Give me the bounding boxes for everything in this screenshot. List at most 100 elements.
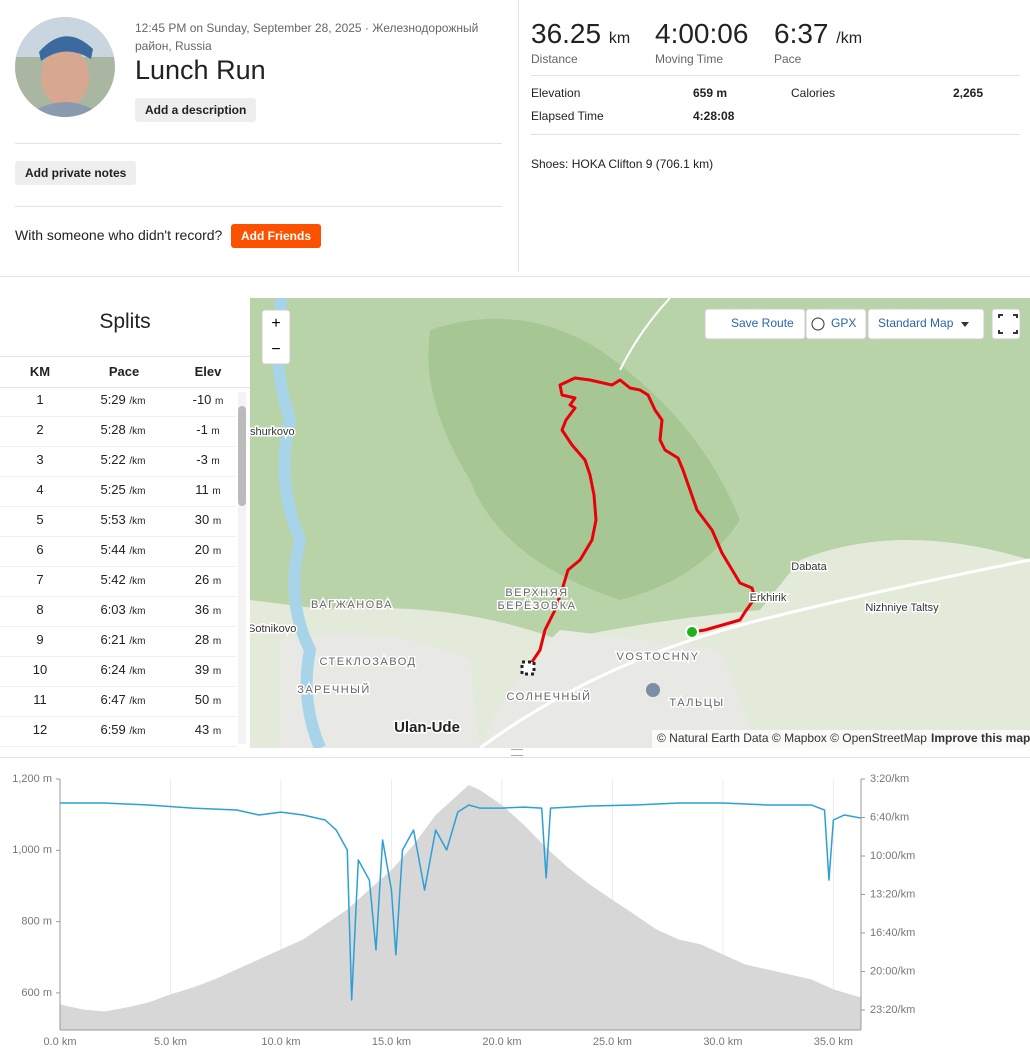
split-elev-value: 20 <box>194 542 210 557</box>
splits-panel: Splits KM Pace Elev 1 5:29 /km -10 m 2 5:28 /km… <box>0 298 250 748</box>
map-label: Dabata <box>791 561 827 573</box>
map-label: СОЛНЕЧНЫЙ <box>506 690 591 703</box>
x-tick-label: 25.0 km <box>593 1036 632 1048</box>
x-tick-label: 20.0 km <box>482 1036 521 1048</box>
split-pace-unit: /km <box>129 636 146 647</box>
y2-tick-label: 6:40/km <box>870 811 909 823</box>
map-style-select[interactable] <box>867 308 985 340</box>
split-pace-unit: /km <box>129 426 146 437</box>
split-km: 4 <box>36 482 44 497</box>
shoes: Shoes: HOKA Clifton 9 (706.1 km) <box>531 157 714 171</box>
split-pace: 5:22 /km <box>78 452 168 467</box>
gpx-label[interactable]: GPX <box>831 316 856 330</box>
split-pace-unit: /km <box>129 726 146 737</box>
private-notes-button[interactable]: Add private notes <box>15 161 137 185</box>
split-pace-value: 6:03 <box>100 602 126 617</box>
zoom-out[interactable]: − <box>271 341 280 358</box>
split-pace-value: 6:47 <box>100 692 126 707</box>
split-pace-value: 5:25 <box>100 482 126 497</box>
split-pace-unit: /km <box>129 666 146 677</box>
gpx-button[interactable] <box>805 308 867 340</box>
x-tick-label: 10.0 km <box>261 1036 300 1048</box>
x-tick-label: 30.0 km <box>703 1036 742 1048</box>
split-elev: 20 m <box>163 542 250 557</box>
split-km: 1 <box>36 392 44 407</box>
add-description-button[interactable]: Add a description <box>135 98 257 122</box>
split-elev: -10 m <box>163 392 250 407</box>
route-finish <box>520 660 536 676</box>
split-pace: 6:21 /km <box>78 632 168 647</box>
attribution-bg <box>652 730 1030 748</box>
split-pace-value: 6:24 <box>100 662 126 677</box>
split-elev: 43 m <box>163 722 250 737</box>
split-elev-unit: m <box>212 606 222 617</box>
x-tick-label: 5.0 km <box>154 1036 187 1048</box>
row-divider <box>0 656 236 657</box>
row-divider <box>0 506 236 507</box>
stat-label: Distance <box>531 52 578 66</box>
split-km: 11 <box>33 692 47 707</box>
road <box>619 298 671 371</box>
divider <box>15 206 502 207</box>
pace-line <box>60 802 862 1001</box>
map-style-label[interactable]: Standard Map <box>878 316 954 330</box>
split-km: 6 <box>36 542 44 557</box>
y2-tick-label: 13:20/km <box>870 888 915 900</box>
map-label: Nizhniye Taltsy <box>865 602 939 614</box>
zoom-in[interactable]: + <box>271 315 280 332</box>
scrollbar[interactable] <box>238 392 246 744</box>
split-elev: 30 m <box>163 512 250 527</box>
split-pace: 6:59 /km <box>78 722 168 737</box>
split-elev-unit: m <box>211 426 220 437</box>
split-pace-value: 5:44 <box>100 542 126 557</box>
split-pace-value: 5:22 <box>100 452 126 467</box>
map-label: ВЕРХНЯЯ <box>505 587 568 599</box>
elevation-area <box>60 785 861 1030</box>
split-pace-unit: /km <box>129 486 146 497</box>
divider <box>0 757 1030 758</box>
split-km: 9 <box>36 632 44 647</box>
avatar[interactable] <box>15 17 115 117</box>
split-elev-value: -10 <box>192 392 212 407</box>
dropdown-caret <box>961 322 969 327</box>
split-km: 8 <box>36 602 44 617</box>
map-label: Sotnikovo <box>250 623 296 635</box>
split-elev-unit: m <box>212 546 222 557</box>
row-divider <box>0 536 236 537</box>
stat-number: 36.25 <box>531 18 602 49</box>
attribution: © Natural Earth Data © Mapbox © OpenStre… <box>657 731 927 745</box>
split-elev-unit: m <box>212 666 222 677</box>
split-pace: 5:28 /km <box>78 422 168 437</box>
row-divider <box>0 476 236 477</box>
improve-map-link[interactable]: Improve this map <box>931 731 1030 745</box>
split-elev: 39 m <box>163 662 250 677</box>
stat-value: 4:00:06 <box>655 18 749 49</box>
scroll-thumb[interactable] <box>238 406 246 506</box>
split-elev: 50 m <box>163 692 250 707</box>
split-elev-value: 30 <box>194 512 210 527</box>
add-friends-button[interactable]: Add Friends <box>231 224 322 248</box>
divider <box>0 387 250 388</box>
split-elev-unit: m <box>212 726 222 737</box>
download-icon <box>811 317 825 331</box>
x-tick-label: 0.0 km <box>43 1036 76 1048</box>
stat-label: Pace <box>774 52 802 66</box>
fullscreen-button[interactable] <box>991 308 1021 340</box>
y2-tick-label: 23:20/km <box>870 1004 915 1016</box>
split-pace-unit: /km <box>129 456 146 467</box>
y-tick-label: 800 m <box>21 916 52 928</box>
map-label: БЕРЁЗОВКА <box>498 600 577 612</box>
split-pace-unit: /km <box>129 576 146 587</box>
stat-number: 6:37 <box>774 18 829 49</box>
split-elev-unit: m <box>212 696 222 707</box>
x-tick-label: 35.0 km <box>814 1036 853 1048</box>
split-elev-value: 28 <box>194 632 210 647</box>
stat-unit: km <box>608 30 631 47</box>
divider <box>15 143 502 144</box>
split-pace: 5:29 /km <box>78 392 168 407</box>
save-route-label[interactable]: Save Route <box>731 316 794 330</box>
split-pace-unit: /km <box>129 606 146 617</box>
save-route-button[interactable] <box>704 308 806 340</box>
map[interactable]: shurkovo ВАГЖАНОВА Sotnikovo СТЕКЛОЗАВОД ЗАР… <box>250 298 1030 748</box>
resize-handle[interactable] <box>511 749 523 756</box>
